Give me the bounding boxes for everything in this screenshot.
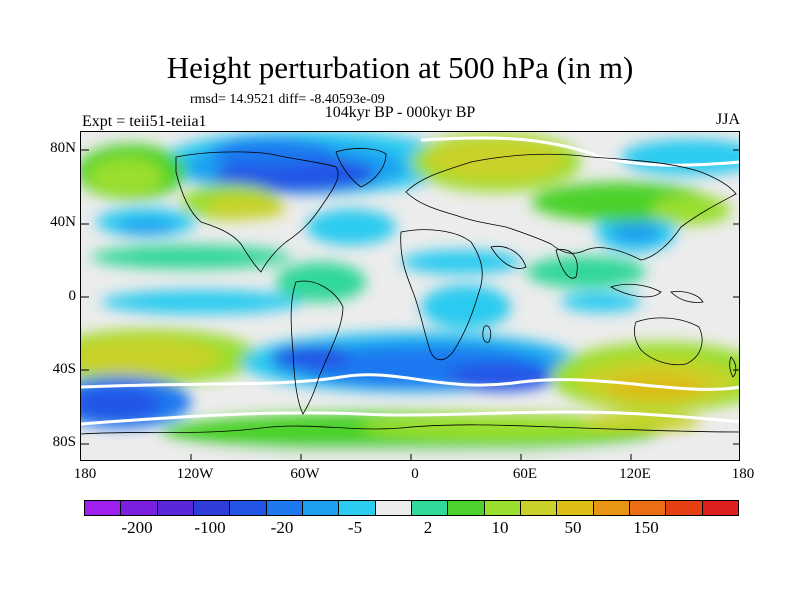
x-tick-label: 180	[73, 466, 97, 482]
colorbar-swatch	[193, 501, 231, 515]
y-tick-label: 40S	[52, 361, 76, 377]
season-label: JJA	[715, 111, 740, 128]
colorbar-swatch	[520, 501, 558, 515]
period-label: 104kyr BP - 000kyr BP	[324, 104, 476, 121]
colorbar-swatch	[484, 501, 521, 515]
colorbar-swatch	[266, 501, 303, 515]
colorbar-swatch	[448, 501, 485, 515]
y-tick-label: 80N	[50, 140, 76, 156]
x-tick-label: 0	[411, 466, 419, 482]
colorbar-swatch	[339, 501, 376, 515]
zero-contours	[81, 136, 739, 426]
height-perturbation-map	[81, 132, 739, 460]
coastlines	[81, 148, 739, 435]
colorbar-swatch	[375, 501, 412, 515]
colorbar-label: 150	[633, 518, 659, 537]
colorbar-swatch	[593, 501, 630, 515]
stats-subtitle: rmsd= 14.9521 diff= -8.40593e-09	[190, 92, 385, 107]
map-title: Height perturbation at 500 hPa (in m)	[166, 50, 634, 85]
x-tick-label: 60E	[512, 466, 538, 482]
colorbar-label: -200	[121, 518, 153, 537]
experiment-label: Expt = teii51-teiia1	[82, 113, 207, 130]
colorbar-swatch	[411, 501, 449, 515]
map-plot-area	[80, 131, 740, 461]
x-tick-label: 60W	[290, 466, 320, 482]
colorbar-swatch	[666, 501, 703, 515]
colorbar-label: -100	[194, 518, 226, 537]
x-tick-label: 120W	[176, 466, 214, 482]
x-tick-label: 120E	[619, 466, 651, 482]
colorbar-swatch	[557, 501, 594, 515]
colorbar-swatch	[121, 501, 158, 515]
x-tick-label: 180	[731, 466, 755, 482]
colorbar-swatch	[85, 501, 122, 515]
colorbar-label: 50	[564, 518, 582, 537]
colorbar-swatch	[230, 501, 267, 515]
colorbar-label: -20	[270, 518, 294, 537]
y-tick-label: 0	[68, 288, 77, 304]
colorbar	[84, 500, 739, 516]
colorbar-swatch	[629, 501, 667, 515]
y-tick-label: 80S	[52, 434, 76, 450]
y-tick-label: 40N	[50, 214, 76, 230]
colorbar-label: -5	[347, 518, 363, 537]
colorbar-swatch	[157, 501, 194, 515]
colorbar-label: 2	[423, 518, 433, 537]
colorbar-swatch	[702, 501, 738, 515]
colorbar-label: 10	[491, 518, 509, 537]
colorbar-swatch	[302, 501, 340, 515]
axis-ticks	[81, 149, 739, 460]
